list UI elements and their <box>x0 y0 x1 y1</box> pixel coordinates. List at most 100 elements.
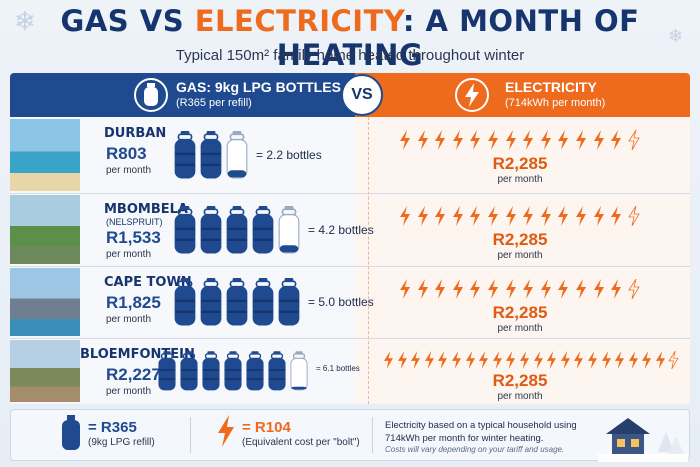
lightning-bolt-icon <box>398 206 412 231</box>
lightning-bolt-icon <box>398 130 412 155</box>
lightning-bolt-icon <box>455 78 489 112</box>
lightning-bolt-icon <box>539 130 553 155</box>
city-name: CAPE TOWN <box>104 275 192 290</box>
gas-cost-period: per month <box>106 386 152 397</box>
lightning-bolt-icon <box>609 130 623 155</box>
electricity-panel <box>355 117 690 404</box>
lightning-bolt-icon <box>478 351 489 374</box>
electricity-header-sub: (714kWh per month) <box>505 97 606 109</box>
row-divider <box>10 193 690 194</box>
lightning-bolt-icon <box>486 206 500 231</box>
electricity-header-label: ELECTRICITY <box>505 79 597 95</box>
lightning-bolt-icon <box>505 351 516 374</box>
gas-bottle-icon <box>252 205 274 259</box>
lightning-bolt-icon <box>492 351 503 374</box>
city-illustration <box>10 195 80 264</box>
gas-bottle-icon <box>226 278 248 331</box>
lightning-bolt-icon <box>451 279 465 304</box>
lightning-bolt-icon <box>416 206 430 231</box>
gas-bottle-icon <box>174 205 196 259</box>
lightning-bolt-icon <box>546 351 557 374</box>
lightning-bolt-icon <box>592 279 606 304</box>
lightning-bolt-icon <box>486 130 500 155</box>
snowflake-icon: ❄ <box>668 26 684 46</box>
gas-bottle-icon <box>252 278 274 331</box>
lightning-bolt-icon <box>504 279 518 304</box>
lightning-bolt-icon <box>465 351 476 374</box>
gas-bottle-icon <box>200 205 222 259</box>
gas-cost-period: per month <box>106 165 152 176</box>
city-name: MBOMBELA <box>104 202 188 217</box>
gas-bottle-icon <box>134 78 168 112</box>
lightning-bolt-icon <box>592 206 606 231</box>
lightning-bolt-icon <box>609 206 623 231</box>
bottle-count: = 5.0 bottles <box>308 295 374 309</box>
gas-bottles <box>158 351 312 396</box>
electricity-cost-period: per month <box>497 391 543 402</box>
lightning-bolt-icon <box>614 351 625 374</box>
gas-bottle-partial-icon <box>290 351 308 396</box>
lightning-bolt-icon <box>424 351 435 374</box>
legend-gas-value: = R365 <box>88 419 137 436</box>
lightning-bolt-icon <box>574 206 588 231</box>
title-gas: GAS <box>60 4 130 38</box>
gas-bottle-icon <box>174 131 196 184</box>
lightning-bolt-icon <box>592 130 606 155</box>
lightning-bolt-icon <box>437 351 448 374</box>
footnote: Electricity based on a typical household… <box>385 420 577 444</box>
gas-cost-period: per month <box>106 249 152 260</box>
gas-header: GAS: 9kg LPG BOTTLES (R365 per refill) <box>10 73 355 117</box>
bottle-count: = 6.1 bottles <box>316 364 360 373</box>
lightning-bolt-icon <box>587 351 598 374</box>
lightning-bolt-icon <box>641 351 652 374</box>
city-illustration <box>10 340 80 402</box>
legend-footer <box>10 409 690 461</box>
lightning-bolt-icon <box>398 279 412 304</box>
subtitle: Typical 150m² family home heated through… <box>175 47 525 64</box>
lightning-bolt-icon <box>416 279 430 304</box>
vs-badge: VS <box>341 74 383 116</box>
electricity-cost: R2,285 <box>492 371 548 390</box>
electricity-cost: R2,285 <box>492 154 548 173</box>
city-name: DURBAN <box>104 126 167 141</box>
gas-bottle-icon <box>158 351 176 396</box>
electricity-bolts <box>383 350 681 374</box>
gas-header-sub: (R365 per refill) <box>176 97 252 109</box>
lightning-bolt-icon <box>433 130 447 155</box>
electricity-cost: R2,285 <box>492 303 548 322</box>
column-divider <box>368 117 369 404</box>
legend-bolt-value: = R104 <box>242 419 291 436</box>
gas-bottle-icon <box>278 278 300 331</box>
gas-cost: R2,227 <box>106 365 161 384</box>
lightning-bolt-icon <box>574 130 588 155</box>
lightning-bolt-icon <box>533 351 544 374</box>
lightning-bolt-partial-icon <box>627 129 641 155</box>
bottle-count: = 2.2 bottles <box>256 148 322 162</box>
electricity-cost-period: per month <box>497 323 543 334</box>
legend-divider <box>190 417 191 453</box>
lightning-bolt-icon <box>468 206 482 231</box>
gas-cost: R1,825 <box>106 293 161 312</box>
gas-bottles <box>174 131 252 184</box>
lightning-bolt-icon <box>416 130 430 155</box>
gas-bottles <box>174 278 304 331</box>
legend-divider <box>372 417 373 453</box>
lightning-bolt-icon <box>397 351 408 374</box>
lightning-bolt-icon <box>560 351 571 374</box>
lightning-bolt-icon <box>433 279 447 304</box>
lightning-bolt-icon <box>451 206 465 231</box>
gas-bottle-icon <box>224 351 242 396</box>
page-title: GAS VS ELECTRICITY: A MONTH OF HEATING <box>0 4 700 72</box>
city-illustration <box>10 119 80 191</box>
gas-bottle-icon <box>200 278 222 331</box>
gas-bottle-icon <box>268 351 286 396</box>
electricity-bolts <box>398 278 643 304</box>
lightning-bolt-icon <box>556 279 570 304</box>
electricity-header: ELECTRICITY (714kWh per month) <box>355 73 690 117</box>
lightning-bolt-icon <box>504 130 518 155</box>
gas-header-label: GAS: 9kg LPG BOTTLES <box>176 79 341 95</box>
lightning-bolt-partial-icon <box>627 205 641 231</box>
gas-bottle-icon <box>200 131 222 184</box>
lightning-bolt-partial-icon <box>627 278 641 304</box>
electricity-bolts <box>398 205 643 231</box>
